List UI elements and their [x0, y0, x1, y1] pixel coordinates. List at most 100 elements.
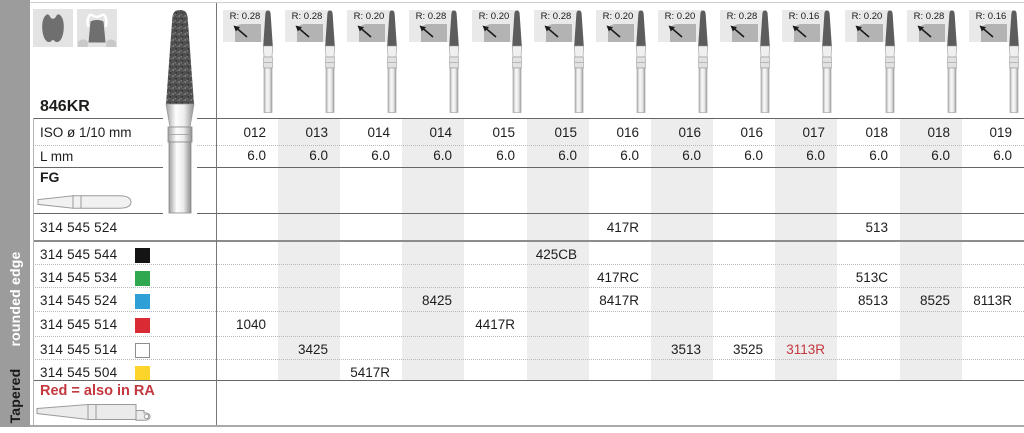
color-code-swatch — [135, 366, 150, 381]
length-value: 6.0 — [993, 148, 1012, 163]
rule-row4 — [33, 311, 1024, 312]
ra-shank-image — [36, 403, 151, 421]
catalog-cell: 513 — [865, 220, 888, 235]
column-radius-badge: R: 0.28 — [285, 10, 329, 42]
rule-iso-top — [33, 118, 1024, 119]
radius-corner-icon — [668, 24, 696, 42]
radius-value: R: 0.20 — [664, 11, 696, 22]
table-left-edge — [33, 118, 34, 425]
product-code: 846KR — [40, 98, 90, 115]
length-value: 6.0 — [309, 148, 328, 163]
column-bur-image — [946, 10, 958, 113]
radius-corner-icon — [792, 24, 820, 42]
catalog-cell: 417R — [606, 220, 639, 235]
catalog-cell: 3513 — [670, 342, 701, 357]
column-bur-image — [386, 10, 398, 113]
iso-value: 014 — [429, 125, 452, 140]
column-bur-image — [697, 10, 709, 113]
catalog-cell: 3425 — [297, 342, 328, 357]
length-value: 6.0 — [558, 148, 577, 163]
column-bur-image — [759, 10, 771, 113]
radius-value: R: 0.28 — [726, 11, 758, 22]
length-value: 6.0 — [744, 148, 763, 163]
length-row-label: L mm — [40, 149, 74, 164]
fg-shank-image — [37, 195, 132, 209]
column-radius-badge: R: 0.28 — [409, 10, 453, 42]
catalog-cell: 4417R — [475, 317, 515, 332]
radius-corner-icon — [482, 24, 510, 42]
catalog-cell: 8113R — [973, 293, 1012, 308]
catalog-cell: 8513 — [857, 293, 888, 308]
indication-icon-crown — [77, 9, 117, 47]
column-bur-image — [1008, 10, 1020, 113]
iso-row-label: ISO ø 1/10 mm — [40, 125, 132, 140]
iso-value: 015 — [554, 125, 577, 140]
column-radius-badge: R: 0.28 — [223, 10, 267, 42]
order-number: 314 545 544 — [40, 247, 118, 262]
column-radius-badge: R: 0.16 — [782, 10, 826, 42]
radius-corner-icon — [233, 24, 261, 42]
order-number: 314 545 504 — [40, 365, 118, 380]
column-radius-badge: R: 0.20 — [845, 10, 889, 42]
order-number: 314 545 524 — [40, 293, 118, 308]
column-radius-badge: R: 0.16 — [969, 10, 1013, 42]
column-bur-image — [262, 10, 274, 113]
iso-value: 013 — [305, 125, 328, 140]
iso-value: 014 — [367, 125, 390, 140]
rule-iso-l — [33, 145, 1024, 146]
iso-value: 016 — [616, 125, 639, 140]
radius-value: R: 0.16 — [975, 11, 1007, 22]
column-radius-badge: R: 0.20 — [472, 10, 516, 42]
column-bur-image — [448, 10, 460, 113]
column-bur-image — [821, 10, 833, 113]
rule-row3 — [33, 287, 1024, 288]
indication-icon-occlusal — [33, 9, 73, 47]
rule-footer-top — [33, 380, 1024, 381]
column-radius-badge: R: 0.20 — [658, 10, 702, 42]
radius-value: R: 0.28 — [291, 11, 323, 22]
column-bur-image — [511, 10, 523, 113]
catalog-cell: 513C — [855, 270, 888, 285]
radius-value: R: 0.20 — [353, 11, 385, 22]
catalog-cell: 5417R — [350, 365, 390, 380]
header-column-divider — [216, 3, 217, 425]
radius-value: R: 0.28 — [415, 11, 447, 22]
radius-corner-icon — [855, 24, 883, 42]
iso-value: 015 — [492, 125, 515, 140]
radius-value: R: 0.28 — [913, 11, 945, 22]
color-code-swatch — [135, 294, 150, 309]
rule-row2 — [33, 264, 1024, 265]
order-number: 314 545 514 — [40, 342, 118, 357]
radius-corner-icon — [730, 24, 758, 42]
rule-fg-data — [33, 213, 1024, 214]
column-bur-image — [573, 10, 585, 113]
product-bur-image — [163, 10, 197, 214]
catalog-cell: 8417R — [599, 293, 639, 308]
crown-prep-icon — [78, 13, 116, 47]
iso-value: 016 — [740, 125, 763, 140]
length-value: 6.0 — [806, 148, 825, 163]
radius-corner-icon — [295, 24, 323, 42]
radius-value: R: 0.20 — [478, 11, 510, 22]
catalog-cell: 3113R — [786, 342, 825, 357]
radius-corner-icon — [606, 24, 634, 42]
rule-l-fg — [33, 167, 1024, 168]
order-number: 314 545 514 — [40, 317, 118, 332]
radius-corner-icon — [917, 24, 945, 42]
radius-value: R: 0.20 — [851, 11, 883, 22]
catalog-cell: 417RC — [596, 270, 639, 285]
iso-value: 018 — [865, 125, 888, 140]
rule-row6 — [33, 359, 1024, 360]
radius-corner-icon — [419, 24, 447, 42]
iso-value: 012 — [243, 125, 266, 140]
radius-corner-icon — [979, 24, 1007, 42]
length-value: 6.0 — [869, 148, 888, 163]
sidebar-family-label: Tapered — [7, 368, 23, 424]
iso-value: 019 — [989, 125, 1012, 140]
catalog-cell: 8425 — [421, 293, 452, 308]
catalog-cell: 3525 — [732, 342, 763, 357]
color-code-swatch — [135, 343, 150, 358]
catalog-cell: 425CB — [535, 247, 577, 262]
catalog-cell: 1040 — [235, 317, 266, 332]
radius-value: R: 0.28 — [540, 11, 572, 22]
